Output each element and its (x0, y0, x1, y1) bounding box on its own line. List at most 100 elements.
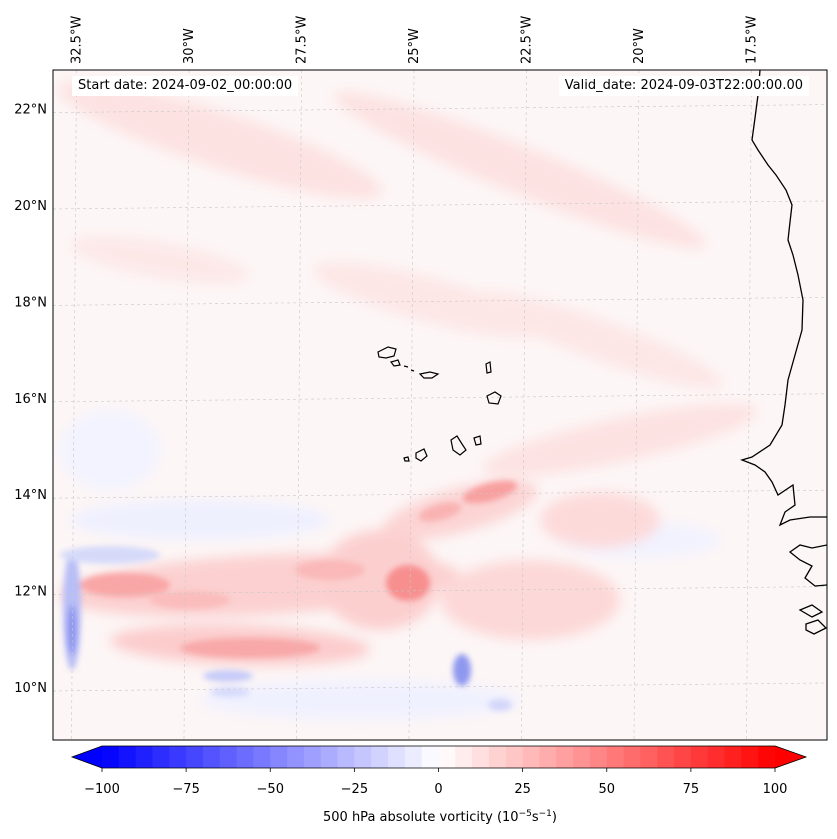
colorbar-segment (270, 746, 288, 768)
lon-label: 17.5°W (745, 16, 760, 64)
colorbar-tick-label: 0 (434, 782, 442, 797)
lon-label: 27.5°W (295, 16, 310, 64)
colorbar-segment (219, 746, 238, 768)
colorbar-tick-label: −50 (257, 782, 284, 797)
colorbar-segment (135, 746, 153, 768)
island-maio (473, 435, 482, 446)
graticule-lon-line (521, 70, 527, 740)
colorbar-segment (253, 746, 271, 768)
colorbar-segment (556, 746, 574, 768)
lat-label: 20°N (14, 199, 47, 214)
colorbar-segment (657, 746, 675, 768)
colorbar-segment (758, 746, 776, 768)
vorticity-shading-cores (60, 480, 518, 711)
lon-label: 30°W (182, 28, 197, 64)
graticule-lon-line (71, 70, 77, 740)
island-sao-nicolau (418, 371, 440, 379)
colorbar-segment (354, 746, 372, 768)
colorbar-segment (186, 746, 204, 768)
lat-label: 16°N (14, 392, 47, 407)
colorbar-segment (488, 746, 507, 768)
graticule-lon-line (746, 70, 752, 740)
lon-label: 22.5°W (520, 16, 535, 64)
island-sao-vicente (389, 359, 401, 367)
colorbar-segment (505, 746, 524, 768)
colorbar-ticks: −100 −75 −50 −25 0 25 50 75 100 (84, 768, 787, 797)
colorbar-tick-label: 100 (763, 782, 788, 797)
bissagos-islands (798, 604, 827, 635)
colorbar-segment (472, 746, 490, 768)
lon-label: 20°W (632, 28, 647, 64)
colorbar-tick-label: −25 (341, 782, 368, 797)
longitude-labels: 32.5°W 30°W 27.5°W 25°W 22.5°W 20°W 17.5°W (70, 16, 760, 64)
island-santa-luzia (403, 365, 415, 372)
colorbar-segment (606, 746, 625, 768)
colorbar-segment (337, 746, 355, 768)
island-boa-vista (486, 391, 502, 405)
colorbar-segment (573, 746, 591, 768)
colorbar-segment (287, 746, 305, 768)
colorbar-segment (152, 746, 170, 768)
latitude-labels: 22°N 20°N 18°N 16°N 14°N 12°N 10°N (14, 103, 47, 696)
colorbar-tick-label: 75 (683, 782, 700, 797)
colorbar-tick-label: 50 (598, 782, 615, 797)
graticule-lon-line (296, 70, 302, 740)
graticule-lon-line (408, 70, 415, 740)
lon-label: 25°W (407, 28, 422, 64)
lat-label: 14°N (14, 488, 47, 503)
lat-label: 10°N (14, 681, 47, 696)
colorbar-extend-max (775, 746, 806, 768)
colorbar-segment (724, 746, 742, 768)
colorbar-segments (72, 746, 806, 768)
lat-label: 12°N (14, 585, 47, 600)
colorbar-segment (236, 746, 254, 768)
island-santo-antao (377, 346, 397, 359)
lon-label: 32.5°W (70, 16, 85, 64)
colorbar: −100 −75 −50 −25 0 25 50 75 100 500 hPa absolute… (70, 745, 808, 825)
colorbar-label: 500 hPa absolute vorticity (10−5s−1) (323, 809, 557, 825)
colorbar-segment (522, 746, 540, 768)
africa-coastline (739, 70, 827, 527)
map-frame (52, 69, 828, 741)
colorbar-tick-label: −100 (84, 782, 120, 797)
colorbar-segment (404, 746, 423, 768)
vorticity-field (53, 70, 827, 740)
colorbar-segment (741, 746, 759, 768)
colorbar-segment (303, 746, 322, 768)
colorbar-segment (455, 746, 473, 768)
colorbar-segment (623, 746, 641, 768)
colorbar-segment (690, 746, 709, 768)
cape-verde-islands (377, 346, 502, 462)
graticule (53, 70, 827, 740)
colorbar-segment (640, 746, 658, 768)
colorbar-segment (539, 746, 557, 768)
colorbar-tick-label: −75 (172, 782, 199, 797)
colorbar-segment (421, 746, 439, 768)
colorbar-segment (589, 746, 608, 768)
lat-label: 18°N (14, 295, 47, 310)
island-brava (403, 456, 410, 462)
colorbar-segment (118, 746, 137, 768)
graticule-lon-line (183, 70, 190, 740)
colorbar-extend-min (72, 746, 102, 768)
graticule-lon-line (633, 70, 640, 740)
colorbar-segment (371, 746, 389, 768)
colorbar-segment (202, 746, 221, 768)
valid-date-label: Valid_date: 2024-09-03T22:00:00.00 (558, 76, 809, 96)
africa-coastline-south (788, 544, 827, 587)
colorbar-segment (388, 746, 406, 768)
colorbar-segment (674, 746, 692, 768)
colorbar-segment (438, 746, 456, 768)
start-date-label: Start date: 2024-09-02_00:00:00 (72, 76, 299, 96)
colorbar-segment (102, 746, 120, 768)
colorbar-tick-label: 25 (514, 782, 531, 797)
colorbar-segment (707, 746, 726, 768)
lat-label: 22°N (14, 103, 47, 118)
island-santiago (450, 435, 467, 456)
coastline (739, 70, 827, 635)
island-sal (485, 361, 492, 374)
colorbar-segment (169, 746, 187, 768)
colorbar-segment (320, 746, 339, 768)
island-fogo (415, 448, 428, 462)
